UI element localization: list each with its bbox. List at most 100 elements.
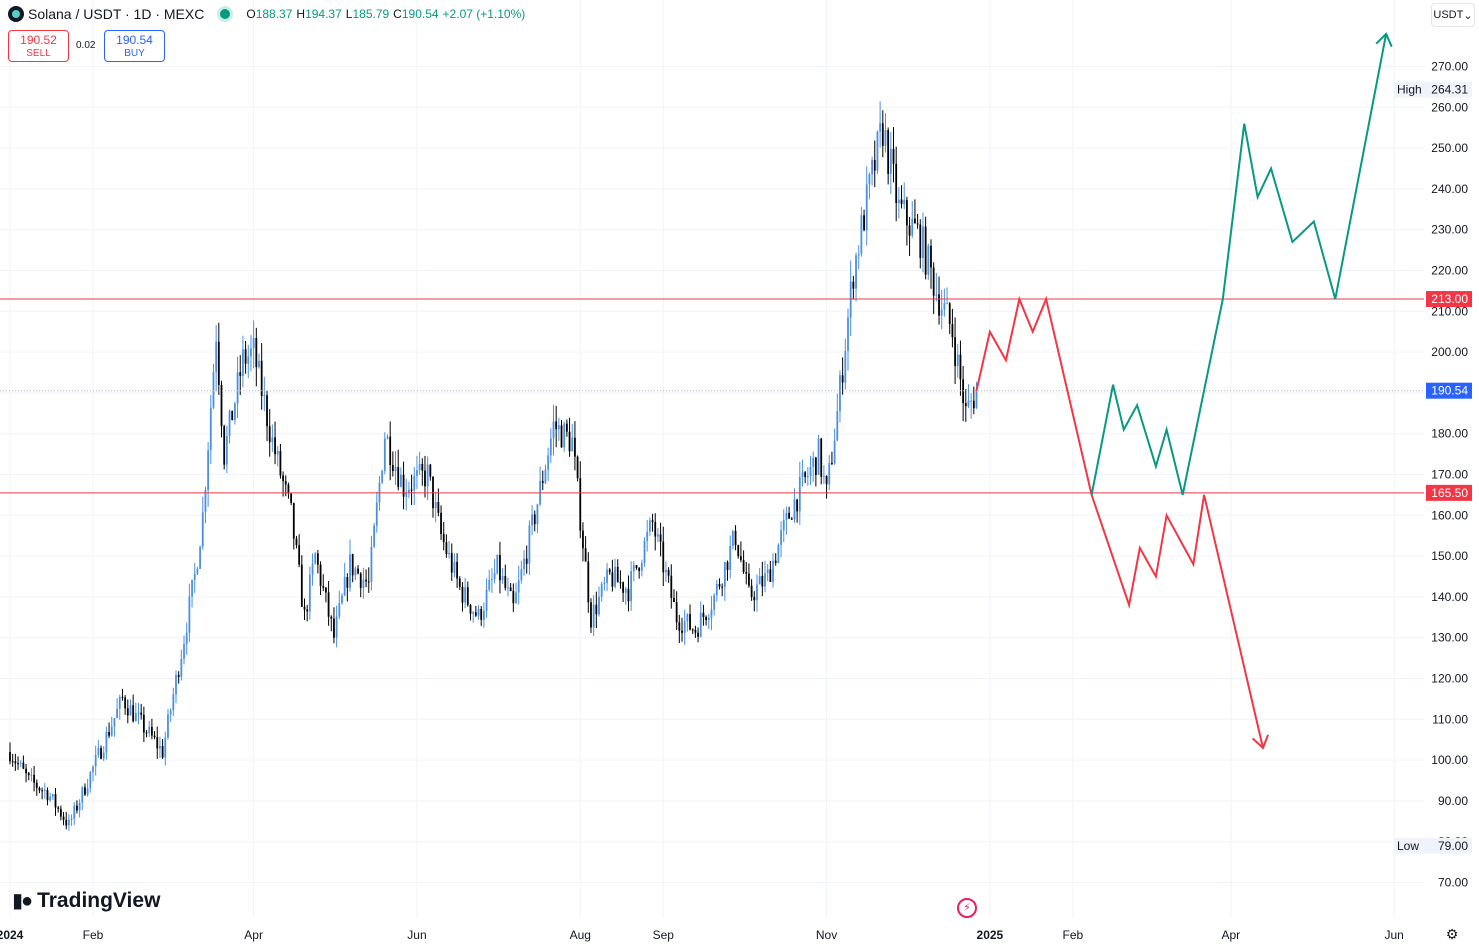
- candle-body: [689, 614, 691, 630]
- candle-body: [458, 578, 461, 587]
- candle-body: [442, 533, 445, 543]
- candle-body: [373, 525, 376, 547]
- settings-gear-icon[interactable]: ⚙: [1445, 926, 1459, 942]
- candle-body: [533, 514, 536, 525]
- candle-body: [381, 470, 384, 483]
- y-tick-label: 110.00: [1432, 712, 1468, 726]
- candle-body: [796, 499, 799, 512]
- candle-body: [394, 467, 397, 472]
- candle-body: [386, 436, 389, 439]
- candle-body: [399, 474, 402, 487]
- low-value: 79.00: [1438, 839, 1468, 853]
- candle-body: [935, 294, 938, 296]
- candle-body: [365, 579, 367, 582]
- time-axis[interactable]: 2024 Feb Apr Jun Aug Sep Nov 2025 Feb Apr Jun: [0, 928, 1404, 942]
- candle-body: [137, 712, 140, 714]
- price-axis[interactable]: 70.0080.0090.00100.00110.00120.00130.001…: [1394, 60, 1472, 890]
- candle-body: [362, 579, 365, 589]
- candle-body: [338, 603, 341, 617]
- candle-body: [177, 674, 180, 677]
- candle-body: [509, 587, 512, 591]
- candle-body: [132, 705, 135, 722]
- candle-body: [440, 512, 442, 534]
- candle-body: [19, 762, 22, 764]
- candle-body: [940, 309, 943, 316]
- candle-body: [33, 774, 35, 783]
- candle-body: [622, 582, 625, 593]
- candle-body: [536, 504, 539, 525]
- y-tick-label: 100.00: [1431, 753, 1468, 767]
- currency-selector[interactable]: USDT ⌄: [1431, 3, 1475, 27]
- candle-body: [445, 542, 448, 555]
- candle-body: [306, 609, 309, 612]
- candle-body: [78, 802, 81, 811]
- lightning-icon[interactable]: ⚡: [957, 898, 977, 918]
- candle-body: [426, 464, 429, 487]
- candle-body: [745, 572, 748, 574]
- high-value: 264.31: [1431, 83, 1468, 97]
- candle-body: [887, 130, 890, 174]
- candle-body: [333, 618, 335, 638]
- candle-body: [697, 632, 699, 637]
- high-label: High: [1397, 83, 1422, 97]
- candle-body: [499, 554, 501, 581]
- candle-body: [523, 558, 525, 570]
- candle-body: [172, 694, 175, 711]
- candle-body: [279, 450, 282, 476]
- tradingview-logo[interactable]: ▮● TradingView: [12, 888, 160, 913]
- symbol-title[interactable]: Solana / USDT · 1D · MEXC: [28, 6, 205, 22]
- candle-body: [201, 512, 204, 547]
- low-tag: [1394, 837, 1472, 854]
- candle-body: [183, 644, 185, 659]
- candle-body: [504, 576, 507, 588]
- candle-body: [303, 606, 306, 610]
- candle-body: [606, 569, 608, 584]
- candle-body: [236, 372, 239, 404]
- candle-body: [785, 512, 788, 521]
- candle-body: [582, 530, 584, 549]
- candle-body: [70, 818, 73, 820]
- candle-body: [410, 489, 413, 491]
- y-tick-label: 160.00: [1431, 508, 1468, 522]
- candle-body: [424, 470, 426, 487]
- candle-body: [713, 595, 716, 610]
- candle-body: [247, 356, 250, 364]
- candle-body: [43, 790, 46, 792]
- sell-button[interactable]: 190.52 SELL: [8, 30, 69, 62]
- candle-body: [908, 225, 911, 236]
- candle-body: [809, 467, 812, 477]
- candle-body: [825, 475, 828, 485]
- candle-body: [766, 569, 769, 574]
- buy-button[interactable]: 190.54 BUY: [104, 30, 165, 62]
- candle-body: [555, 421, 558, 430]
- candle-body: [466, 587, 469, 605]
- candle-body: [662, 541, 665, 573]
- y-tick-label: 130.00: [1431, 631, 1468, 645]
- tradingview-wordmark: TradingView: [37, 888, 161, 912]
- candle-body: [148, 726, 151, 733]
- candle-body: [600, 583, 603, 597]
- candle-body: [927, 245, 930, 275]
- candle-body: [659, 534, 662, 542]
- candle-body: [282, 475, 284, 482]
- candle-body: [863, 215, 865, 231]
- candle-body: [889, 148, 892, 174]
- candle-body: [683, 621, 686, 633]
- candle-body: [346, 577, 349, 588]
- candle-body: [391, 464, 394, 472]
- candle-body: [584, 548, 587, 562]
- candle-body: [319, 564, 322, 587]
- candle-body: [560, 425, 563, 448]
- candle-body: [734, 530, 737, 546]
- candle-body: [675, 602, 678, 623]
- candle-body: [900, 199, 903, 205]
- candle-body: [25, 768, 27, 774]
- candle-body: [667, 569, 670, 576]
- candle-body: [220, 384, 223, 427]
- candle-body: [670, 575, 673, 598]
- candle-body: [831, 462, 833, 464]
- candle-body: [627, 588, 630, 602]
- candle-body: [855, 255, 857, 289]
- candle-body: [614, 566, 616, 587]
